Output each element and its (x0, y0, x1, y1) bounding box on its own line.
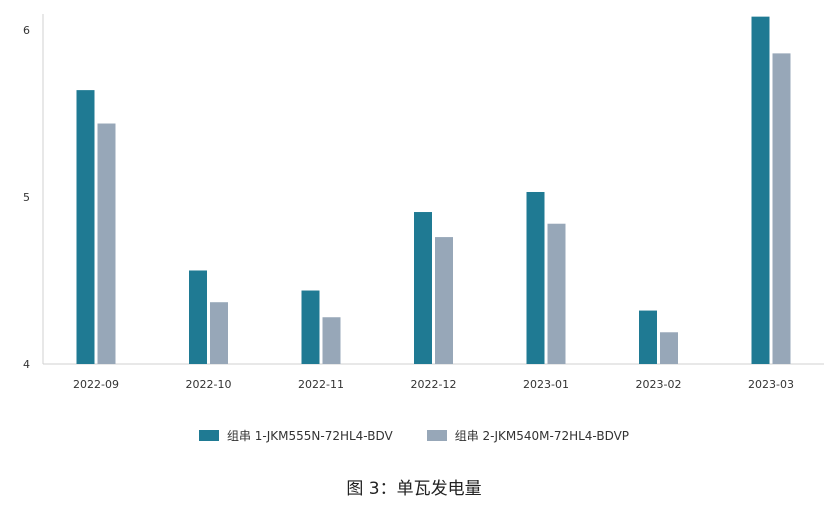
legend-label-series-1: 组串 1-JKM555N-72HL4-BDV (226, 429, 393, 443)
figure-caption: 图 3：单瓦发电量 (346, 479, 482, 499)
bar-series-1-2023-03 (751, 16, 770, 364)
legend-item-series-1: 组串 1-JKM555N-72HL4-BDV (198, 427, 393, 444)
x-tick-label-2022-09: 2022-09 (73, 378, 119, 391)
legend-swatch-series-1 (198, 430, 219, 441)
x-tick-label-2022-11: 2022-11 (298, 378, 344, 391)
y-tick-label-1: 5 (23, 191, 30, 204)
bar-series-2-2022-09 (97, 123, 116, 365)
bar-series-1-2022-11 (301, 290, 320, 364)
bar-series-1-2022-12 (414, 212, 432, 364)
legend-label-series-2: 组串 2-JKM540M-72HL4-BDVP (454, 429, 630, 443)
bar-series-1-2023-02 (639, 310, 657, 364)
legend-swatch-series-2 (426, 430, 447, 441)
bar-chart: 456 2022-09 2022-10 2022-11 2022-12 2023-01 2… (23, 14, 824, 391)
x-tick-label-2022-12: 2022-12 (411, 378, 457, 391)
y-tick-labels: 4 5 6 (23, 24, 30, 371)
legend: 组串 1-JKM555N-72HL4-BDV 组串 2-JKM540M-72HL… (0, 427, 828, 444)
x-tick-labels: 2022-09 2022-10 2022-11 2022-12 2023-01 2023-… (73, 378, 794, 391)
bar-series-1-2022-10 (189, 270, 207, 364)
x-tick-label-2023-01: 2023-01 (523, 378, 569, 391)
bars (76, 16, 791, 365)
bar-series-1-2022-09 (76, 90, 95, 365)
bar-series-2-2022-11 (322, 317, 341, 364)
x-tick-label-2023-03: 2023-03 (748, 378, 794, 391)
bar-series-2-2023-01 (547, 223, 566, 364)
bar-series-2-2023-03 (772, 53, 791, 364)
y-tick-label-0: 4 (23, 358, 30, 371)
bar-series-2-2023-02 (660, 332, 678, 364)
bar-series-2-2022-12 (435, 237, 453, 364)
x-tick-label-2022-10: 2022-10 (186, 378, 232, 391)
x-tick-label-2023-02: 2023-02 (636, 378, 682, 391)
bar-series-2-2022-10 (210, 302, 228, 364)
legend-item-series-2: 组串 2-JKM540M-72HL4-BDVP (426, 427, 630, 444)
y-tick-label-2: 6 (23, 24, 30, 37)
bar-series-1-2023-01 (526, 191, 545, 364)
